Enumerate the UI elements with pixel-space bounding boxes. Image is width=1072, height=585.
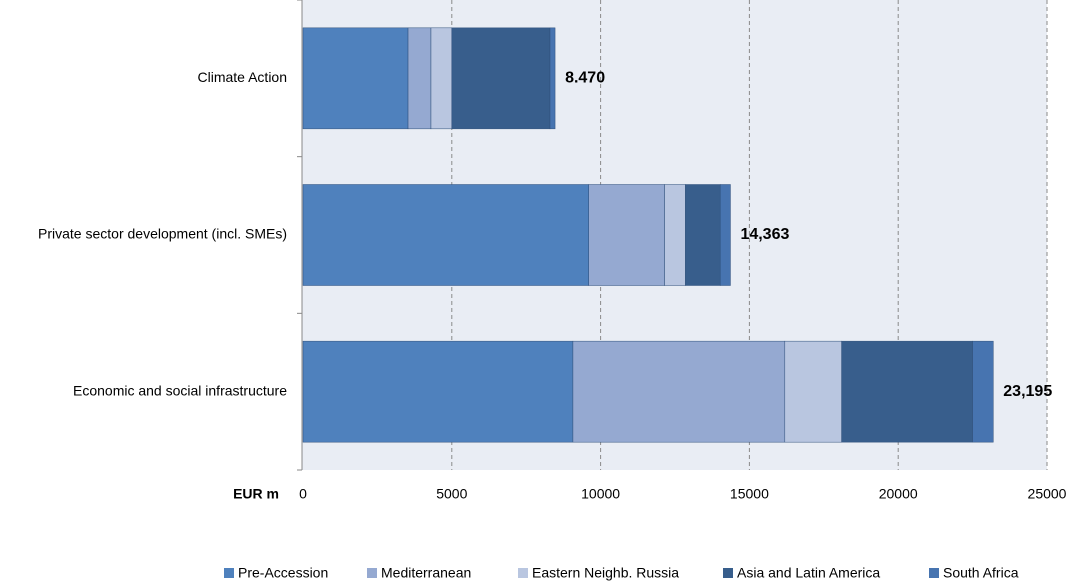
- bar-segment: [451, 27, 551, 130]
- legend-label: Asia and Latin America: [737, 565, 880, 581]
- x-tick-label: 0: [299, 486, 307, 502]
- x-axis-title: EUR m: [233, 486, 279, 502]
- bar-segment: [588, 184, 665, 286]
- bar-segment: [549, 27, 556, 130]
- x-tick-label: 20000: [879, 486, 918, 502]
- x-tick-label: 10000: [581, 486, 620, 502]
- x-tick-label: 25000: [1028, 486, 1067, 502]
- legend-label: South Africa: [943, 565, 1019, 581]
- legend-swatch: [367, 568, 377, 578]
- y-tick-label: Private sector development (incl. SMEs): [38, 226, 287, 242]
- bar-segment: [841, 340, 973, 443]
- legend-swatch: [224, 568, 234, 578]
- bar-segment: [302, 27, 409, 130]
- legend-label: Eastern Neighb. Russia: [532, 565, 679, 581]
- y-tick-label: Economic and social infrastructure: [73, 382, 287, 398]
- total-label: 23,195: [1003, 383, 1052, 400]
- legend-label: Mediterranean: [381, 565, 471, 581]
- legend-label: Pre-Accession: [238, 565, 328, 581]
- bar-segment: [430, 27, 453, 130]
- legend-swatch: [723, 568, 733, 578]
- total-label: 8.470: [565, 70, 605, 87]
- bar-segment: [784, 340, 842, 443]
- bar-segment: [302, 340, 574, 443]
- x-tick-label: 15000: [730, 486, 769, 502]
- bar-segment: [685, 184, 721, 286]
- bar-segment: [407, 27, 432, 130]
- bar-segment: [972, 340, 994, 443]
- legend-swatch: [929, 568, 939, 578]
- bar-segment: [572, 340, 786, 443]
- y-tick-label: Climate Action: [198, 69, 287, 85]
- x-tick-label: 5000: [436, 486, 467, 502]
- bar-segment: [664, 184, 686, 286]
- total-label: 14,363: [740, 226, 789, 243]
- legend-swatch: [518, 568, 528, 578]
- bar-segment: [302, 184, 589, 286]
- bar-segment: [719, 184, 731, 286]
